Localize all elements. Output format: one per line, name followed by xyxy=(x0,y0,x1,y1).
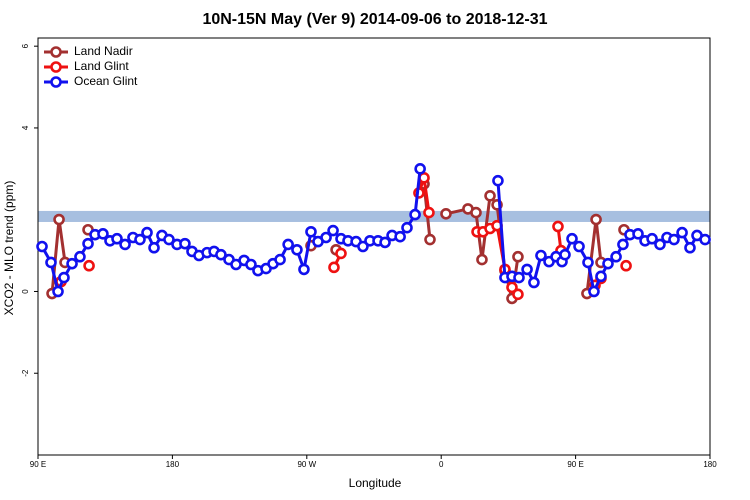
data-point xyxy=(335,247,347,260)
data-point xyxy=(590,213,602,226)
x-tick-label: 90 W xyxy=(297,460,316,469)
data-point xyxy=(699,233,711,246)
data-point xyxy=(506,281,518,294)
y-tick-label: 6 xyxy=(21,43,30,48)
legend-label: Land Glint xyxy=(74,59,129,73)
data-point xyxy=(163,233,175,246)
data-point xyxy=(476,253,488,266)
reference-band xyxy=(38,210,710,222)
data-point xyxy=(320,231,332,244)
plot-frame xyxy=(37,37,711,456)
data-point xyxy=(379,236,391,249)
data-point xyxy=(215,248,227,261)
data-point xyxy=(552,220,564,233)
y-tick-label: 4 xyxy=(21,125,30,130)
data-point xyxy=(45,256,57,269)
data-point xyxy=(97,228,109,240)
data-point xyxy=(528,276,540,289)
data-point xyxy=(535,249,547,262)
chart-title: 10N-15N May (Ver 9) 2014-09-06 to 2018-1… xyxy=(202,11,547,28)
x-axis-label: Longitude xyxy=(349,476,402,490)
data-point xyxy=(74,250,86,263)
data-point xyxy=(424,233,436,246)
data-point xyxy=(617,238,629,251)
data-point xyxy=(440,207,452,220)
data-point xyxy=(668,233,680,246)
data-point xyxy=(595,270,607,283)
data-point xyxy=(610,250,622,263)
data-point xyxy=(148,241,160,254)
data-point xyxy=(328,261,340,274)
data-point xyxy=(513,271,525,284)
data-point xyxy=(470,206,482,219)
data-point xyxy=(119,238,131,251)
x-tick-label: 90 E xyxy=(30,460,46,469)
legend-label: Ocean Glint xyxy=(74,74,138,88)
data-point xyxy=(58,271,70,284)
data-point xyxy=(305,225,317,238)
data-point xyxy=(357,240,369,253)
data-point xyxy=(409,208,421,221)
data-point xyxy=(582,256,594,269)
data-point xyxy=(566,232,578,245)
x-tick-label: 0 xyxy=(439,460,444,469)
data-point xyxy=(632,228,644,240)
y-tick-label: 0 xyxy=(21,289,30,294)
data-point xyxy=(83,259,95,272)
data-point xyxy=(53,213,65,226)
data-point xyxy=(620,259,632,272)
data-point xyxy=(423,206,435,219)
data-point xyxy=(298,263,310,276)
data-point xyxy=(684,241,696,254)
data-point xyxy=(573,240,585,253)
data-point xyxy=(521,263,533,276)
data-point xyxy=(414,163,426,175)
legend-marker xyxy=(50,76,62,88)
x-tick-label: 180 xyxy=(703,460,717,469)
data-point xyxy=(141,226,153,239)
data-point xyxy=(36,240,48,253)
data-point xyxy=(291,243,303,256)
data-point xyxy=(602,257,614,270)
x-tick-label: 180 xyxy=(166,460,180,469)
legend-label: Land Nadir xyxy=(74,44,133,58)
data-point xyxy=(492,174,504,187)
data-point xyxy=(111,232,123,245)
data-point xyxy=(512,288,524,301)
data-point xyxy=(559,248,571,261)
y-tick-label: -2 xyxy=(21,369,30,377)
data-point xyxy=(179,237,191,250)
x-tick-label: 90 E xyxy=(567,460,583,469)
data-point xyxy=(52,285,64,298)
legend-marker xyxy=(50,61,62,73)
data-point xyxy=(588,285,600,298)
data-point xyxy=(327,224,339,237)
data-point xyxy=(394,230,406,243)
data-point xyxy=(654,238,666,251)
legend-marker xyxy=(50,46,62,58)
data-point xyxy=(134,233,146,246)
data-point xyxy=(484,190,496,202)
data-point xyxy=(274,253,286,266)
data-point xyxy=(82,237,94,250)
data-point xyxy=(245,258,257,271)
data-point xyxy=(282,238,294,251)
y-axis-label: XCO2 - MLO trend (ppm) xyxy=(2,181,16,316)
data-point xyxy=(646,232,658,245)
data-point xyxy=(401,221,413,234)
data-point xyxy=(512,250,524,263)
data-point xyxy=(676,226,688,239)
data-point xyxy=(66,257,78,270)
